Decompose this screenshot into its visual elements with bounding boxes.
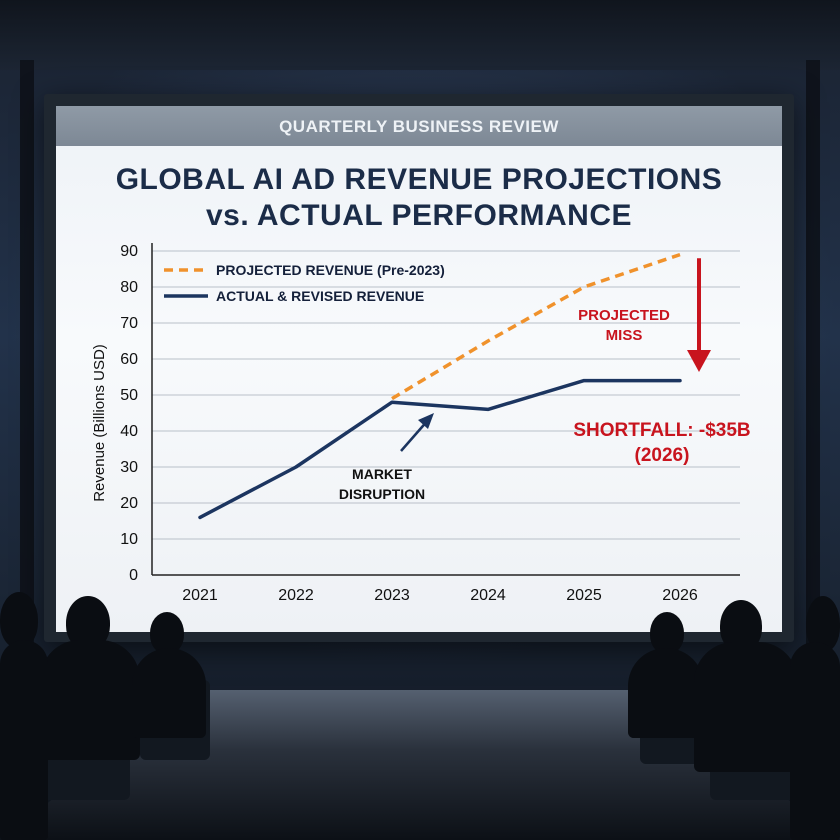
y-axis-label: Revenue (Billions USD) xyxy=(91,344,108,502)
y-tick-label: 70 xyxy=(120,315,138,332)
window-frame xyxy=(806,60,820,680)
audience-head xyxy=(150,612,184,654)
x-tick-label: 2021 xyxy=(182,587,218,604)
audience-member xyxy=(40,640,140,760)
legend-label-actual: ACTUAL & REVISED REVENUE xyxy=(216,288,424,304)
y-tick-label: 60 xyxy=(120,351,138,368)
banner: QUARTERLY BUSINESS REVIEW xyxy=(56,106,782,146)
audience-member xyxy=(694,642,798,772)
audience-head xyxy=(650,612,684,654)
x-tick-label: 2022 xyxy=(278,587,314,604)
audience-member xyxy=(790,642,840,840)
annotation-projected-miss: PROJECTED MISS xyxy=(578,307,670,344)
annotation-shortfall: SHORTFALL: -$35B (2026) xyxy=(573,420,750,466)
x-tick-label: 2024 xyxy=(470,587,506,604)
annotation-market-disruption: MARKET DISRUPTION xyxy=(339,466,425,502)
x-tick-label: 2023 xyxy=(374,587,410,604)
window-frame xyxy=(20,60,34,680)
projector-screen: QUARTERLY BUSINESS REVIEW GLOBAL AI AD R… xyxy=(56,106,782,632)
audience-member xyxy=(0,640,48,840)
disruption-arrowhead xyxy=(418,413,434,429)
room-ceiling xyxy=(0,0,840,70)
audience-head xyxy=(0,592,38,648)
y-tick-label: 90 xyxy=(120,243,138,260)
audience-member xyxy=(132,648,206,738)
actual-revenue-line xyxy=(198,378,682,520)
y-tick-label: 30 xyxy=(120,459,138,476)
projected-revenue-line xyxy=(391,252,681,401)
y-tick-label: 80 xyxy=(120,279,138,296)
x-tick-label: 2025 xyxy=(566,587,602,604)
y-tick-label: 20 xyxy=(120,495,138,512)
chart: 0 10 20 30 40 50 60 70 80 90 2021 2022 2023 2024 2025 2… xyxy=(91,243,751,604)
y-tick-label: 40 xyxy=(120,423,138,440)
legend-label-projected: PROJECTED REVENUE (Pre-2023) xyxy=(216,262,445,278)
y-tick-label: 0 xyxy=(129,567,138,584)
x-tick-label: 2026 xyxy=(662,587,698,604)
projected-miss-arrowhead xyxy=(687,350,711,372)
y-tick-label: 10 xyxy=(120,531,138,548)
chart-title: GLOBAL AI AD REVENUE PROJECTIONS vs. ACT… xyxy=(115,163,723,232)
audience-member xyxy=(628,648,704,738)
y-tick-label: 50 xyxy=(120,387,138,404)
